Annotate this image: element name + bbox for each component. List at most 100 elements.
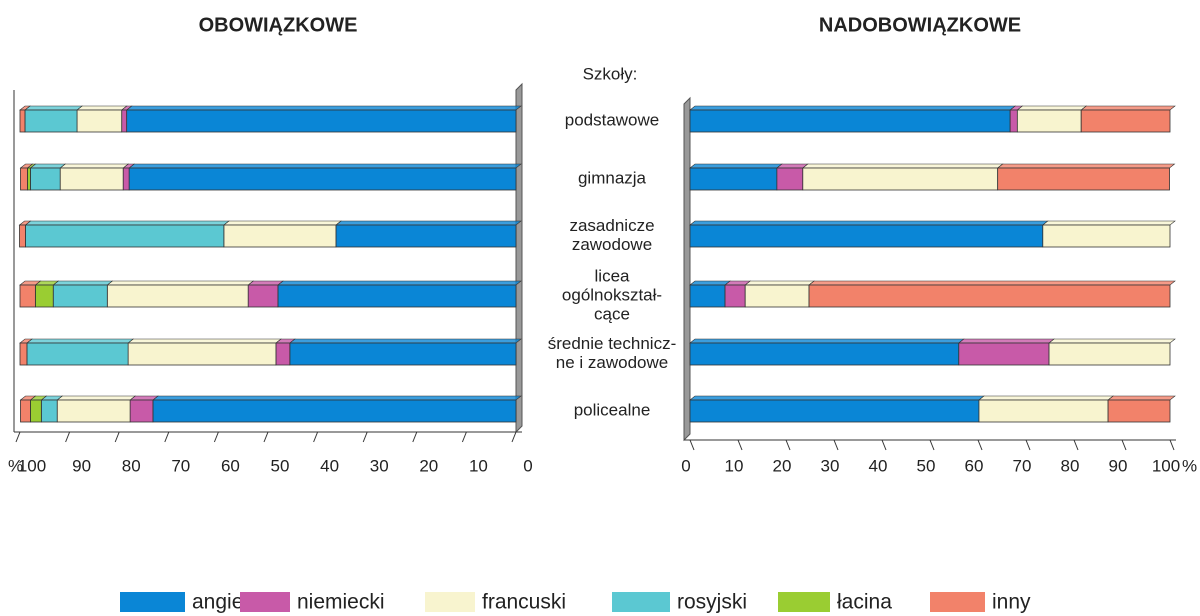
bar [1009,109,1018,133]
bar [689,224,1044,248]
bar [121,109,128,133]
bar [152,399,517,423]
category-label: ogólnokształ- [562,285,662,304]
bar [56,399,131,423]
bar [335,224,517,248]
bar [1042,224,1171,248]
x-tick [362,431,368,443]
legend-label: niemiecki [297,591,385,614]
bar [106,284,249,308]
bar [30,167,61,191]
x-tick [164,431,170,443]
bar [19,284,36,308]
bar-depth [689,220,1049,226]
x-tick-label: 20 [419,456,438,475]
x-tick [785,439,791,451]
bar [744,284,810,308]
bar [1048,342,1171,366]
category-label: cące [594,304,630,323]
bar-depth [978,395,1114,401]
bar [20,167,28,191]
bar-depth [689,395,985,401]
x-tick-label: 0 [523,456,532,475]
bar [30,399,42,423]
bar-depth [277,280,522,286]
x-tick [213,431,219,443]
bar [19,224,26,248]
x-tick [412,431,418,443]
category-label: ne i zawodowe [556,353,668,372]
bar-depth [24,105,83,111]
bar-depth [957,338,1055,344]
x-tick [1169,439,1175,451]
bar-depth [288,338,522,344]
bar [247,284,279,308]
bar-depth [689,163,783,169]
x-tick-label: 100 [18,456,46,475]
category-title: Szkoły: [583,64,638,83]
category-label: podstawowe [565,110,660,129]
x-tick [1025,439,1031,451]
bar [76,109,123,133]
bar [689,167,778,191]
x-tick [929,439,935,451]
x-tick-label: 90 [72,456,91,475]
bar-depth [689,338,965,344]
legend-label: francuski [482,591,566,614]
x-tick-label: 40 [869,456,888,475]
x-tick [114,431,120,443]
x-tick-label: 10 [469,456,488,475]
bar [129,399,154,423]
x-unit: % [1182,456,1197,475]
x-tick-label: 30 [821,456,840,475]
category-label: średnie technicz- [548,334,677,353]
bar-depth [26,338,134,344]
x-tick-label: 80 [1061,456,1080,475]
x-tick [313,431,319,443]
bar-depth [1080,105,1176,111]
x-tick [689,439,695,451]
side-wall [683,96,691,442]
bar [40,399,58,423]
bar [128,167,517,191]
bar-depth [127,338,282,344]
x-tick [65,431,71,443]
bar [26,342,129,366]
bar [24,109,78,133]
legend-label: łacina [837,591,892,614]
category-label: licea [595,266,631,285]
bar-depth [24,220,230,226]
x-tick [737,439,743,451]
legend-swatch [120,592,185,612]
bar-depth [52,280,114,286]
bar-depth [1016,105,1088,111]
x-tick-label: 70 [1013,456,1032,475]
bar-depth [1041,220,1176,226]
category-label: gimnazja [578,168,647,187]
bar-depth [801,163,1004,169]
x-tick-label: 60 [965,456,984,475]
bar [802,167,999,191]
bar [27,167,31,191]
bar-depth [29,163,67,169]
bar-depth [223,220,342,226]
x-tick [1073,439,1079,451]
bar [689,399,980,423]
bar-depth [56,395,136,401]
bar-depth [152,395,522,401]
bar [689,342,960,366]
bar-depth [125,105,522,111]
bar-depth [689,280,731,286]
x-tick-label: 60 [221,456,240,475]
bar [1107,399,1171,423]
bar [724,284,746,308]
bar-depth [744,280,815,286]
bar [20,399,31,423]
x-tick-label: 0 [681,456,690,475]
bar [776,167,804,191]
bar-depth [106,280,255,286]
legend-swatch [612,592,670,612]
x-tick [881,439,887,451]
x-tick-label: 10 [725,456,744,475]
bar-depth [128,163,522,169]
